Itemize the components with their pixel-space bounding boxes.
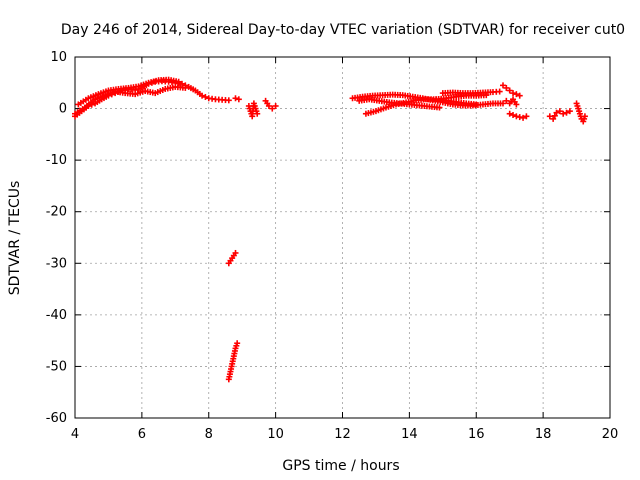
data-point bbox=[506, 110, 513, 117]
data-point bbox=[225, 97, 232, 104]
data-point bbox=[566, 108, 573, 115]
data-point bbox=[234, 340, 241, 347]
data-point bbox=[503, 97, 510, 104]
data-point bbox=[483, 92, 490, 99]
grid-lines bbox=[75, 57, 610, 418]
data-point bbox=[179, 80, 185, 87]
y-tick-label: -60 bbox=[46, 411, 67, 426]
data-point bbox=[510, 112, 517, 119]
data-point bbox=[500, 100, 506, 107]
data-point bbox=[175, 78, 182, 85]
x-axis-label: GPS time / hours bbox=[282, 458, 399, 474]
y-tick-label: -50 bbox=[46, 359, 67, 374]
y-axis-label: SDTVAR / TECUs bbox=[7, 181, 23, 296]
data-point bbox=[199, 92, 206, 99]
x-tick-label: 18 bbox=[535, 427, 552, 442]
data-point bbox=[265, 102, 272, 109]
data-point bbox=[232, 249, 239, 256]
data-point bbox=[473, 101, 480, 108]
data-point bbox=[232, 95, 239, 102]
data-point bbox=[523, 113, 530, 120]
data-point bbox=[551, 112, 558, 119]
data-point bbox=[513, 91, 520, 98]
data-point bbox=[516, 92, 523, 99]
x-tick-label: 8 bbox=[205, 427, 213, 442]
x-tick-label: 16 bbox=[468, 427, 485, 442]
y-tick-label: 10 bbox=[50, 50, 67, 65]
x-tick-label: 12 bbox=[334, 427, 351, 442]
data-point bbox=[272, 102, 279, 109]
y-tick-label: -40 bbox=[46, 308, 67, 323]
data-point bbox=[503, 84, 510, 91]
data-point bbox=[254, 110, 261, 117]
data-point bbox=[496, 88, 503, 95]
data-point bbox=[269, 105, 276, 112]
data-point bbox=[500, 82, 506, 89]
data-point bbox=[235, 96, 242, 103]
data-point bbox=[202, 93, 209, 100]
data-point bbox=[563, 109, 570, 116]
y-tick-label: -20 bbox=[46, 205, 67, 220]
data-point bbox=[553, 109, 560, 116]
x-tick-label: 4 bbox=[71, 427, 79, 442]
data-point bbox=[546, 113, 553, 120]
data-point bbox=[436, 104, 443, 111]
y-tick-label: 0 bbox=[59, 102, 67, 117]
x-tick-label: 10 bbox=[267, 427, 284, 442]
data-point bbox=[510, 90, 517, 97]
data-point bbox=[560, 110, 567, 117]
data-point bbox=[556, 108, 563, 115]
x-tick-label: 14 bbox=[401, 427, 418, 442]
x-tick-label: 20 bbox=[602, 427, 619, 442]
data-points bbox=[72, 76, 588, 383]
x-tick-label: 6 bbox=[138, 427, 146, 442]
y-tick-label: -10 bbox=[46, 153, 67, 168]
data-point bbox=[581, 113, 588, 120]
axis-ticks: 4 6 8 10 12 14 16 18 20 10 0 -10 -20 -30 -40 -50 -60 bbox=[46, 50, 619, 442]
y-tick-label: -30 bbox=[46, 256, 67, 271]
data-point bbox=[506, 87, 513, 94]
data-point bbox=[513, 101, 520, 108]
chart-title: Day 246 of 2014, Sidereal Day-to-day VTE… bbox=[61, 22, 625, 38]
data-point bbox=[520, 114, 527, 121]
data-point bbox=[550, 115, 557, 122]
data-point bbox=[182, 84, 189, 91]
